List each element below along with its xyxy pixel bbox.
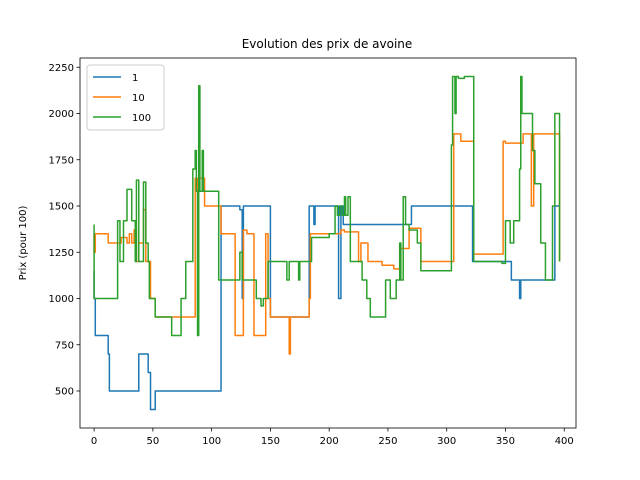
legend-label-100: 100 [132,113,151,124]
x-tick-label: 200 [320,436,339,447]
x-tick-label: 0 [91,436,97,447]
legend-box [86,64,165,131]
x-tick-label: 150 [261,436,280,447]
chart-title: Evolution des prix de avoine [242,37,413,51]
y-tick-label: 2250 [49,63,74,74]
y-tick-label: 1750 [49,155,74,166]
y-tick-label: 500 [55,387,74,398]
y-tick-label: 1000 [49,294,74,305]
plot-frame [79,57,577,429]
x-axis: 0 50 100 150 200 250 300 350 400 [91,428,574,447]
plot-area [79,57,577,429]
legend: 1 10 100 [86,64,165,131]
series-line-100 [93,75,561,337]
y-tick-label: 2000 [49,109,74,120]
x-tick-label: 400 [555,436,574,447]
x-tick-label: 250 [378,436,397,447]
x-tick-label: 50 [147,436,160,447]
x-tick-label: 100 [202,436,221,447]
y-axis-label: Prix (pour 100) [18,205,29,280]
legend-label-1: 1 [132,73,138,84]
x-tick-label: 350 [496,436,515,447]
y-axis: 500 750 1000 1250 1500 1750 2000 2250 [49,63,80,398]
y-tick-label: 1500 [49,202,74,213]
y-tick-label: 750 [55,340,74,351]
series-layer [93,75,561,411]
x-tick-label: 300 [437,436,456,447]
y-tick-label: 1250 [49,248,74,259]
legend-label-10: 10 [132,93,145,104]
